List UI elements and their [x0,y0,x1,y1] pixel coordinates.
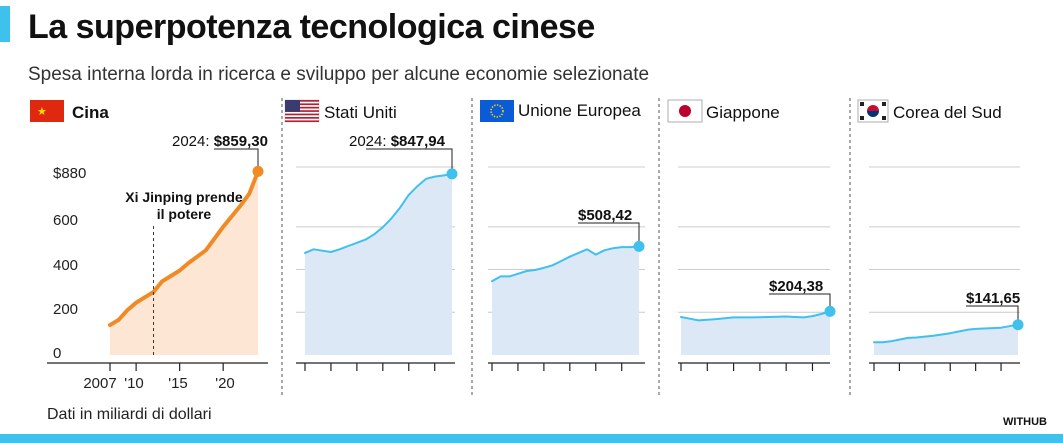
series-line-1 [304,172,453,254]
end-point-marker [633,240,645,252]
y-tick-label: $880 [53,165,86,182]
japan-flag [667,99,703,123]
eu-flag [480,100,514,122]
x-tick-label: '20 [215,375,235,392]
y-tick-label: 200 [53,301,78,318]
end-label-prefix: 2024: [349,133,391,150]
panel-name-china: Cina [72,103,109,122]
page-subtitle: Spesa interna lorda in ricerca e svilupp… [28,64,650,85]
series-area-3 [681,311,830,355]
data-layer [108,148,1024,355]
panel-name-korea: Corea del Sud [893,103,1002,122]
usa-flag [284,99,320,123]
panel-name-usa: Stati Uniti [324,103,397,122]
y-tick-label: 0 [53,345,61,362]
source-logo: WITHUB [1003,416,1047,428]
annotation-line1: Xi Jinping prende [125,189,243,205]
end-label-korea: $141,65 [966,290,1020,307]
end-point-marker [1012,319,1024,331]
annotation-line2: il potere [157,206,212,222]
china-flag: ★ [30,100,64,122]
end-label-usa: 2024: $847,94 [349,133,446,150]
end-point-marker [252,165,264,177]
korea-flag [857,99,889,123]
end-label-eu: $508,42 [578,207,632,224]
y-tick-label: 400 [53,257,78,274]
x-tick-label: 2007 [83,375,116,392]
series-line-3 [680,310,831,322]
end-label-leader [966,305,1019,325]
end-label-leader [366,148,453,174]
page-title: La superpotenza tecnologica cinese [28,8,595,46]
end-label-china: 2024: $859,30 [172,133,268,150]
series-line-0 [108,169,260,328]
series-area-1 [305,173,452,355]
series-area-4 [874,324,1018,355]
x-tick-label: '10 [124,375,144,392]
end-label-value: $847,94 [391,133,446,150]
x-tick-label: '15 [168,375,188,392]
series-line-2 [491,245,640,283]
end-point-marker [824,305,836,317]
end-label-leader [578,222,640,247]
panel-name-eu: Unione Europea [518,101,641,120]
footnote: Dati in miliardi di dollari [47,406,212,423]
series-area-0 [110,171,258,355]
accent-bar [0,6,10,42]
end-label-leader [769,293,831,312]
y-tick-label: 600 [53,212,78,229]
svg-text:★: ★ [37,105,47,118]
end-label-leader [214,148,259,172]
end-label-prefix: 2024: [172,133,214,150]
panel-name-japan: Giappone [706,103,780,122]
end-label-value: $859,30 [214,133,268,150]
end-label-japan: $204,38 [769,278,823,295]
end-point-marker [446,168,458,180]
series-line-4 [873,323,1019,344]
series-area-2 [492,246,639,355]
bottom-bar [0,434,1063,443]
